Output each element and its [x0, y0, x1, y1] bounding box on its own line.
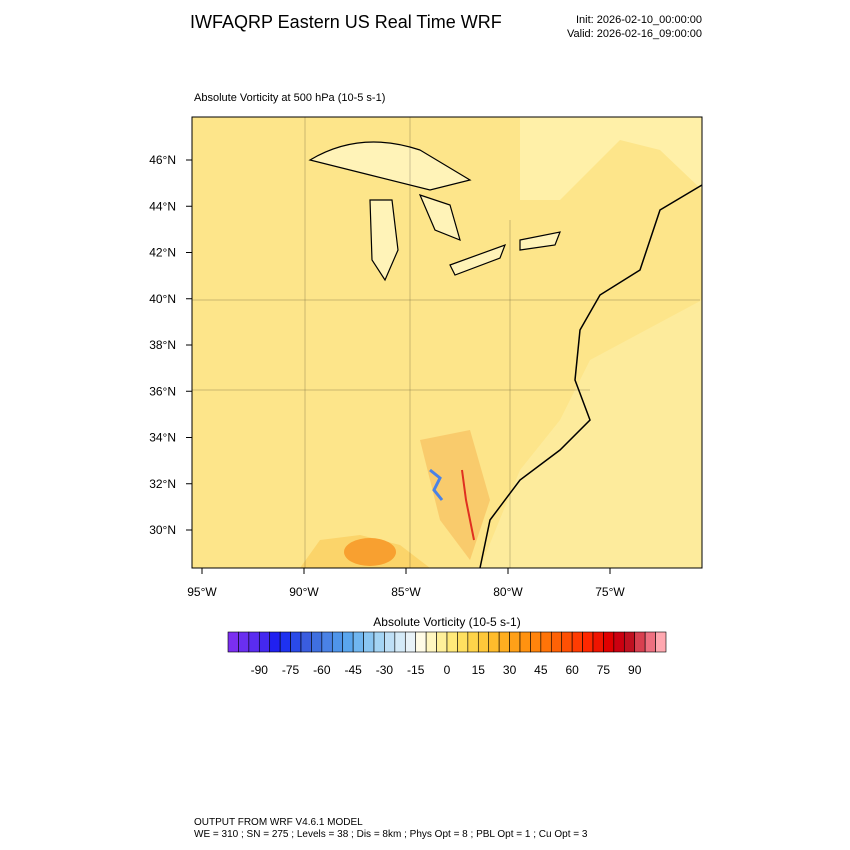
colorbar-box [446, 631, 458, 653]
colorbar: -90 -75 -60 -45 -30 -15 0 15 30 45 60 75 90 [227, 631, 667, 677]
lat-label: 44°N [149, 199, 176, 213]
colorbar-box [415, 631, 427, 653]
colorbar-box [227, 631, 239, 653]
lon-label: 75°W [595, 585, 625, 599]
colorbar-label: -30 [376, 663, 394, 677]
colorbar-box [613, 631, 625, 653]
lat-label: 40°N [149, 292, 176, 306]
lon-label: 95°W [187, 585, 217, 599]
colorbar-label: -15 [407, 663, 425, 677]
map [191, 116, 703, 569]
colorbar-box [488, 631, 500, 653]
vorticity-min [429, 468, 444, 501]
colorbar-box [592, 631, 604, 653]
colorbar-box [634, 631, 646, 653]
lon-label: 80°W [493, 585, 523, 599]
colorbar-box [644, 631, 656, 653]
colorbar-box [582, 631, 594, 653]
colorbar-box [248, 631, 260, 653]
county-lines [192, 117, 700, 568]
colorbar-box [258, 631, 271, 653]
colorbar-box [331, 631, 344, 653]
colorbar-label: 15 [472, 663, 486, 677]
colorbar-box [342, 631, 354, 653]
colorbar-box [561, 631, 573, 653]
colorbar-box [269, 631, 281, 653]
canada-field [520, 117, 702, 200]
lon-label: 85°W [391, 585, 421, 599]
colorbar-box [238, 631, 250, 653]
colorbar-box [655, 631, 667, 653]
colorbar-box [603, 631, 615, 653]
colorbar-box [509, 631, 521, 653]
colorbar-box [300, 631, 312, 653]
colorbar-box [530, 631, 542, 653]
ocean-field [480, 300, 702, 568]
colorbar-label: 30 [503, 663, 517, 677]
valid-time: Valid: 2026-02-16_09:00:00 [567, 28, 702, 40]
lake-superior [308, 141, 472, 191]
lake-huron [418, 194, 461, 242]
lon-labels: 95°W 90°W 85°W 80°W 75°W [187, 568, 625, 599]
colorbar-label: 60 [565, 663, 579, 677]
title: IWFAQRP Eastern US Real Time WRF [190, 12, 502, 32]
map-subtitle: Absolute Vorticity at 500 hPa (10-5 s-1) [194, 92, 385, 104]
colorbar-box [394, 631, 406, 653]
colorbar-box [384, 631, 396, 653]
colorbar-box [477, 631, 490, 653]
colorbar-box [467, 631, 479, 653]
lake-michigan [369, 199, 399, 282]
colorbar-label: 90 [628, 663, 642, 677]
colorbar-box [363, 631, 375, 653]
colorbar-box [279, 631, 291, 653]
colorbar-box [290, 631, 302, 653]
lake-ontario [519, 231, 561, 251]
colorbar-box [373, 631, 385, 653]
lat-label: 30°N [149, 523, 176, 537]
lake-erie [449, 243, 507, 276]
vorticity-max [461, 469, 475, 541]
colorbar-box [404, 631, 417, 653]
init-time: Init: 2026-02-10_00:00:00 [576, 14, 702, 26]
colorbar-label: 75 [597, 663, 611, 677]
colorbar-box [540, 631, 552, 653]
map-frame [191, 116, 703, 569]
footer-line: WE = 310 ; SN = 275 ; Levels = 38 ; Dis … [194, 829, 588, 840]
colorbar-box [571, 631, 583, 653]
colorbar-box [425, 631, 437, 653]
lon-label: 90°W [289, 585, 319, 599]
lat-label: 32°N [149, 477, 176, 491]
colorbar-box [550, 631, 563, 653]
colorbar-label: -60 [313, 663, 331, 677]
lat-label: 38°N [149, 338, 176, 352]
colorbar-box [436, 631, 448, 653]
colorbar-label: -45 [344, 663, 362, 677]
lat-labels: 46°N 44°N 42°N 40°N 38°N 36°N 34°N 32°N 30°N [149, 153, 192, 537]
colorbar-box [519, 631, 531, 653]
colorbar-box [457, 631, 469, 653]
colorbar-box [623, 631, 636, 653]
colorbar-label: 0 [444, 663, 451, 677]
colorbar-box [498, 631, 510, 653]
colorbar-box [311, 631, 323, 653]
colorbar-label: -90 [251, 663, 269, 677]
lat-label: 36°N [149, 384, 176, 398]
lat-label: 34°N [149, 431, 176, 445]
lat-label: 42°N [149, 246, 176, 260]
colorbar-label: -75 [282, 663, 300, 677]
colorbar-label: 45 [534, 663, 548, 677]
colorbar-box [352, 631, 364, 653]
colorbar-box [321, 631, 333, 653]
lat-label: 46°N [149, 153, 176, 167]
footer-line: OUTPUT FROM WRF V4.6.1 MODEL [194, 817, 363, 828]
gulf-maximum [344, 538, 396, 566]
colorbar-title: Absolute Vorticity (10-5 s-1) [373, 615, 520, 629]
